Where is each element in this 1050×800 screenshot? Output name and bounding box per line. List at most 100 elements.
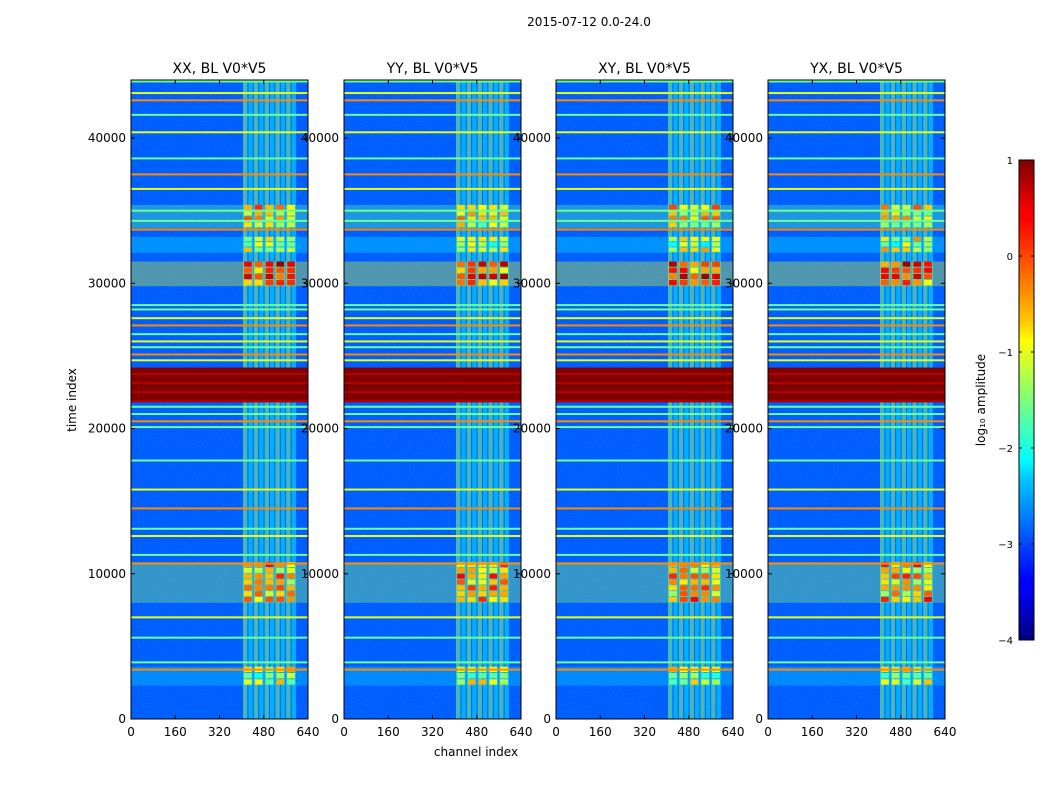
rfi-cell bbox=[669, 567, 677, 573]
time-line bbox=[556, 359, 733, 362]
time-line bbox=[556, 535, 733, 538]
time-line bbox=[344, 333, 521, 336]
rfi-cell bbox=[679, 567, 688, 573]
rfi-cell bbox=[891, 236, 900, 242]
rfi-cell bbox=[265, 579, 274, 585]
rfi-cell bbox=[276, 267, 285, 273]
time-line bbox=[131, 553, 308, 556]
rfi-cell bbox=[881, 679, 889, 685]
rfi-cell bbox=[287, 204, 295, 210]
rfi-cell bbox=[924, 679, 932, 685]
time-line bbox=[344, 346, 521, 349]
time-line bbox=[131, 488, 308, 491]
rfi-cell bbox=[478, 585, 487, 591]
rfi-cell bbox=[690, 267, 699, 273]
rfi-cell bbox=[276, 210, 285, 216]
rfi-cell bbox=[489, 597, 498, 602]
rfi-cell bbox=[712, 273, 720, 280]
rfi-cell bbox=[913, 591, 922, 597]
figure-title: 2015-07-12 0.0-24.0 bbox=[527, 15, 651, 29]
time-line bbox=[131, 535, 308, 538]
rfi-cell bbox=[244, 210, 252, 216]
time-line bbox=[131, 113, 308, 116]
rfi-cell bbox=[265, 247, 274, 252]
rfi-cell bbox=[913, 216, 922, 222]
time-line bbox=[768, 346, 945, 349]
rfi-cell bbox=[679, 597, 688, 602]
rfi-cell bbox=[669, 273, 677, 280]
panel-title: XX, BL V0*V5 bbox=[173, 61, 267, 77]
rfi-cell bbox=[254, 267, 263, 273]
rfi-cell bbox=[467, 267, 476, 273]
rfi-cell bbox=[701, 579, 710, 585]
rfi-cell bbox=[489, 567, 498, 573]
time-line bbox=[556, 304, 733, 307]
time-line bbox=[556, 420, 733, 423]
rfi-cell bbox=[500, 222, 508, 228]
y-tick-label: 10000 bbox=[88, 567, 126, 581]
rfi-cell bbox=[690, 210, 699, 216]
time-band-wash bbox=[768, 236, 945, 253]
y-tick-label: 30000 bbox=[725, 276, 763, 290]
saturated-band-line bbox=[344, 373, 521, 375]
time-line bbox=[131, 353, 308, 356]
rfi-cell bbox=[891, 216, 900, 222]
y-tick-label: 20000 bbox=[725, 422, 763, 436]
rfi-cell bbox=[924, 280, 932, 286]
x-tick-label: 480 bbox=[889, 725, 912, 739]
rfi-cell bbox=[254, 597, 263, 602]
rfi-cell bbox=[276, 585, 285, 591]
rfi-cell bbox=[913, 597, 922, 602]
rfi-cell bbox=[690, 236, 699, 242]
rfi-cell bbox=[489, 210, 498, 216]
time-line bbox=[768, 317, 945, 320]
rfi-cell bbox=[276, 216, 285, 222]
colorbar-tick-label: −3 bbox=[998, 540, 1013, 551]
time-line bbox=[344, 616, 521, 619]
y-tick-label: 40000 bbox=[88, 131, 126, 145]
time-line bbox=[768, 527, 945, 530]
colorbar-tick-label: −2 bbox=[998, 444, 1013, 455]
time-line bbox=[768, 113, 945, 116]
time-line bbox=[556, 668, 733, 671]
time-line bbox=[556, 92, 733, 95]
rfi-cell bbox=[881, 591, 889, 597]
rfi-cell bbox=[244, 242, 252, 247]
rfi-cell bbox=[500, 236, 508, 242]
rfi-cell bbox=[679, 222, 688, 228]
x-tick-label: 0 bbox=[764, 725, 772, 739]
saturated-band bbox=[556, 367, 733, 403]
x-tick-label: 640 bbox=[722, 725, 745, 739]
rfi-cell bbox=[287, 591, 295, 597]
rfi-cell bbox=[669, 280, 677, 286]
time-line bbox=[344, 308, 521, 311]
rfi-cell bbox=[287, 679, 295, 685]
rfi-cell bbox=[881, 236, 889, 242]
y-tick-label: 30000 bbox=[301, 276, 339, 290]
rfi-cell bbox=[244, 591, 252, 597]
rfi-cell bbox=[457, 204, 465, 210]
rfi-cell bbox=[701, 597, 710, 602]
panel-title: YX, BL V0*V5 bbox=[809, 61, 903, 77]
time-line bbox=[556, 308, 733, 311]
rfi-cell bbox=[254, 216, 263, 222]
time-line bbox=[344, 304, 521, 307]
rfi-cell bbox=[891, 210, 900, 216]
y-tick-label: 10000 bbox=[301, 567, 339, 581]
x-tick-label: 320 bbox=[421, 725, 444, 739]
rfi-cell bbox=[489, 579, 498, 585]
rfi-cell bbox=[881, 673, 889, 679]
colorbar-tick-label: −4 bbox=[998, 636, 1013, 647]
rfi-cell bbox=[265, 222, 274, 228]
time-line bbox=[344, 636, 521, 639]
rfi-cell bbox=[690, 679, 699, 685]
rfi-cell bbox=[712, 210, 720, 216]
rfi-cell bbox=[913, 210, 922, 216]
time-line bbox=[131, 173, 308, 176]
rfi-cell bbox=[244, 280, 252, 286]
time-line bbox=[768, 636, 945, 639]
rfi-cell bbox=[489, 261, 498, 267]
x-tick-label: 480 bbox=[252, 725, 275, 739]
time-line bbox=[131, 359, 308, 362]
